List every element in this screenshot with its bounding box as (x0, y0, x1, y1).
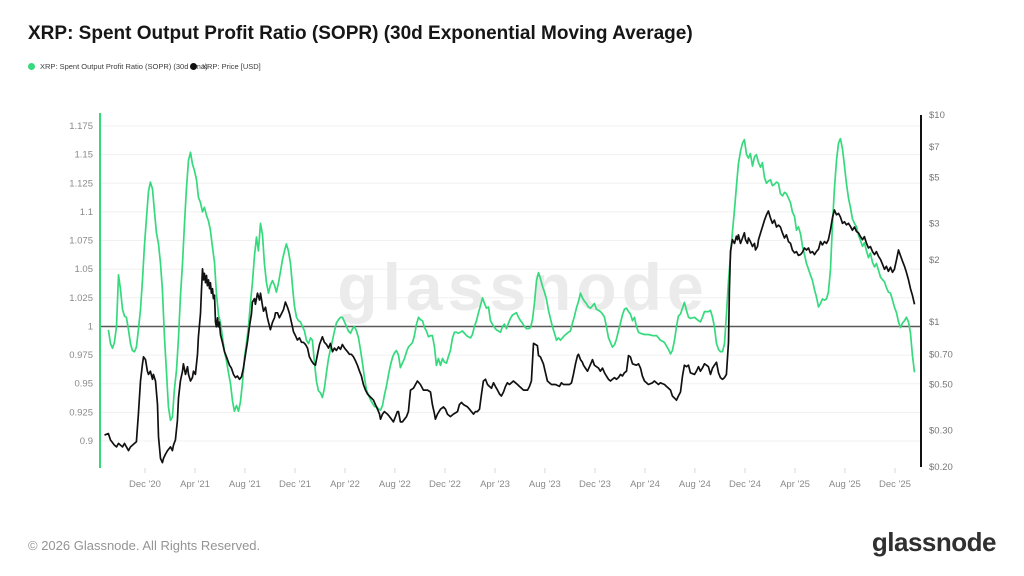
svg-text:Dec '20: Dec '20 (129, 479, 161, 490)
svg-text:$1: $1 (929, 317, 940, 328)
watermark: glassnode (337, 250, 708, 324)
right-axis-labels: $10 $7 $5 $3 $2 $1 $0.70 $0.50 $0.30 $0.20 (929, 110, 953, 473)
svg-text:$2: $2 (929, 255, 940, 266)
svg-text:1: 1 (88, 322, 93, 333)
svg-text:1.1: 1.1 (80, 207, 93, 218)
svg-text:0.925: 0.925 (69, 407, 93, 418)
svg-text:1.175: 1.175 (69, 121, 93, 132)
price-legend-marker-icon (190, 63, 197, 70)
svg-text:$7: $7 (929, 142, 940, 153)
svg-text:$0.70: $0.70 (929, 349, 953, 360)
svg-text:Dec '23: Dec '23 (579, 479, 611, 490)
svg-text:1.125: 1.125 (69, 178, 93, 189)
x-axis-ticks: Dec '20 Apr '21 Aug '21 Dec '21 Apr '22 Aug '… (129, 468, 911, 490)
sopr-legend-marker-icon (28, 63, 35, 70)
svg-text:Aug '25: Aug '25 (829, 479, 861, 490)
sopr-legend-label: XRP: Spent Output Profit Ratio (SOPR) (3… (40, 62, 208, 71)
svg-text:1.05: 1.05 (75, 264, 94, 275)
svg-text:Dec '22: Dec '22 (429, 479, 461, 490)
glassnode-logo[interactable]: glassnode (871, 527, 997, 557)
svg-text:Dec '25: Dec '25 (879, 479, 911, 490)
page-title: XRP: Spent Output Profit Ratio (SOPR) (3… (28, 23, 693, 44)
svg-text:$3: $3 (929, 218, 940, 229)
svg-text:$0.20: $0.20 (929, 462, 953, 473)
svg-text:Aug '22: Aug '22 (379, 479, 411, 490)
svg-text:$0.50: $0.50 (929, 380, 953, 391)
svg-text:$5: $5 (929, 172, 940, 183)
svg-text:0.975: 0.975 (69, 350, 93, 361)
price-series-line (104, 209, 916, 464)
svg-text:Apr '24: Apr '24 (630, 479, 660, 490)
svg-text:Apr '25: Apr '25 (780, 479, 810, 490)
svg-text:$10: $10 (929, 110, 945, 121)
svg-text:Apr '22: Apr '22 (330, 479, 360, 490)
copyright-text: © 2026 Glassnode. All Rights Reserved. (28, 538, 261, 553)
svg-text:Apr '21: Apr '21 (180, 479, 210, 490)
sopr-series-line (107, 137, 916, 422)
svg-text:Aug '24: Aug '24 (679, 479, 711, 490)
svg-text:1.15: 1.15 (75, 150, 94, 161)
price-legend-label: XRP: Price [USD] (202, 62, 261, 71)
svg-text:Apr '23: Apr '23 (480, 479, 510, 490)
svg-text:1.025: 1.025 (69, 293, 93, 304)
legend-item-sopr[interactable]: XRP: Spent Output Profit Ratio (SOPR) (3… (28, 62, 208, 71)
gridlines (100, 125, 920, 442)
svg-text:Aug '21: Aug '21 (229, 479, 261, 490)
left-axis-labels: 1.175 1.15 1.125 1.1 1.075 1.05 1.025 1 0.975 0.9… (69, 121, 93, 447)
svg-text:Dec '24: Dec '24 (729, 479, 761, 490)
legend-item-price[interactable]: XRP: Price [USD] (190, 62, 261, 71)
svg-text:Dec '21: Dec '21 (279, 479, 311, 490)
svg-text:Aug '23: Aug '23 (529, 479, 561, 490)
svg-text:1.075: 1.075 (69, 236, 93, 247)
svg-text:0.95: 0.95 (75, 379, 94, 390)
svg-text:0.9: 0.9 (80, 436, 93, 447)
svg-text:$0.30: $0.30 (929, 426, 953, 437)
